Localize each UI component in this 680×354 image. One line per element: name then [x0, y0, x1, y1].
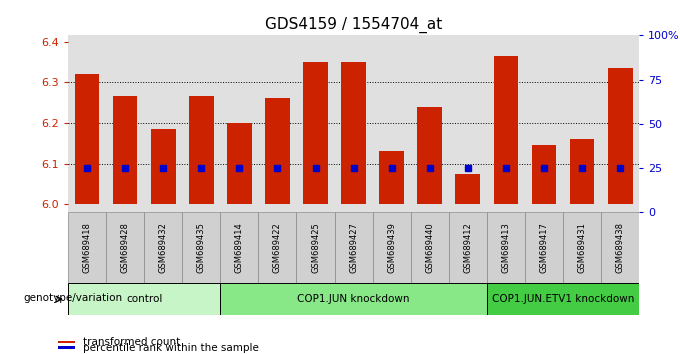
Text: GSM689431: GSM689431: [577, 222, 587, 273]
Text: GSM689439: GSM689439: [387, 222, 396, 273]
Bar: [411, 212, 449, 283]
Bar: [182, 212, 220, 283]
Text: GSM689422: GSM689422: [273, 222, 282, 273]
Text: GSM689432: GSM689432: [158, 222, 168, 273]
Bar: [265, 98, 290, 204]
Bar: [58, 341, 75, 343]
Bar: [227, 123, 252, 204]
Text: COP1.JUN knockdown: COP1.JUN knockdown: [297, 294, 410, 304]
Text: GSM689435: GSM689435: [197, 222, 206, 273]
Bar: [258, 212, 296, 283]
Text: transformed count: transformed count: [83, 337, 180, 347]
Text: genotype/variation: genotype/variation: [24, 292, 123, 303]
Bar: [296, 212, 335, 283]
Text: GSM689427: GSM689427: [349, 222, 358, 273]
Text: GSM689417: GSM689417: [539, 222, 549, 273]
Bar: [563, 212, 601, 283]
Bar: [418, 107, 442, 204]
Bar: [532, 145, 556, 204]
Text: COP1.JUN.ETV1 knockdown: COP1.JUN.ETV1 knockdown: [492, 294, 634, 304]
Bar: [373, 212, 411, 283]
Text: GSM689438: GSM689438: [615, 222, 625, 273]
Text: percentile rank within the sample: percentile rank within the sample: [83, 343, 259, 353]
Text: GSM689428: GSM689428: [120, 222, 130, 273]
Bar: [601, 212, 639, 283]
Bar: [75, 74, 99, 204]
Bar: [494, 56, 518, 204]
Bar: [341, 62, 366, 204]
Bar: [379, 152, 404, 204]
Bar: [303, 62, 328, 204]
Title: GDS4159 / 1554704_at: GDS4159 / 1554704_at: [265, 16, 442, 33]
Text: GSM689414: GSM689414: [235, 222, 244, 273]
Bar: [220, 283, 487, 315]
Bar: [106, 212, 144, 283]
Text: control: control: [126, 294, 163, 304]
Bar: [58, 347, 75, 349]
Bar: [144, 212, 182, 283]
Bar: [220, 212, 258, 283]
Bar: [525, 212, 563, 283]
Bar: [151, 129, 175, 204]
Bar: [456, 174, 480, 204]
Bar: [487, 212, 525, 283]
Bar: [335, 212, 373, 283]
Bar: [189, 96, 214, 204]
Bar: [68, 283, 220, 315]
Bar: [68, 212, 106, 283]
Bar: [487, 283, 639, 315]
Bar: [449, 212, 487, 283]
Text: GSM689412: GSM689412: [463, 222, 473, 273]
Text: GSM689413: GSM689413: [501, 222, 511, 273]
Text: GSM689418: GSM689418: [82, 222, 92, 273]
Bar: [570, 139, 594, 204]
Bar: [113, 96, 137, 204]
Text: GSM689440: GSM689440: [425, 222, 435, 273]
Bar: [608, 68, 632, 204]
Text: GSM689425: GSM689425: [311, 222, 320, 273]
